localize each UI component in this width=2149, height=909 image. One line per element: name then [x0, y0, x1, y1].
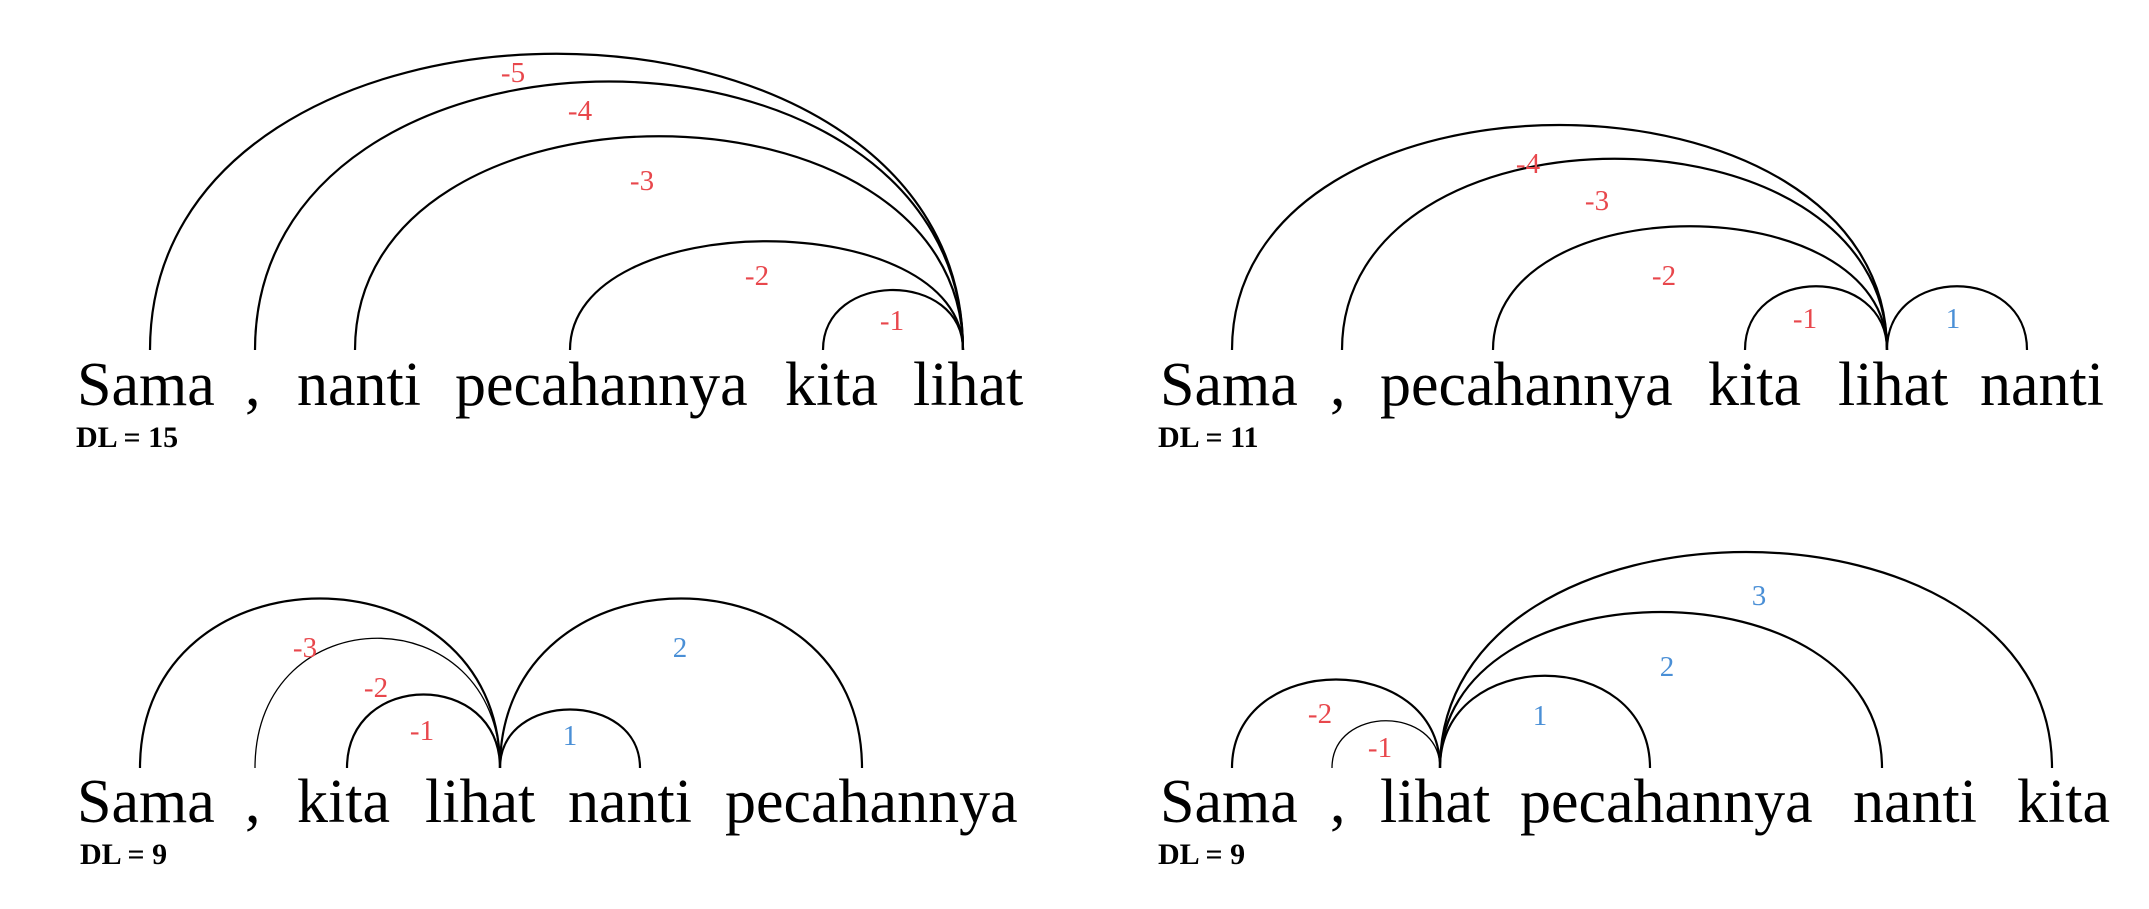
panel-2-arc-2-label: -2	[1652, 260, 1676, 292]
panel-3-arc-1	[254, 637, 501, 769]
panel-1-word-5: lihat	[913, 351, 1023, 419]
panel-4-word-1: ,	[1330, 768, 1346, 836]
panel-4-word-5: kita	[2017, 768, 2110, 836]
panel-4-arc-3-label: 2	[1660, 651, 1675, 683]
panel-4-word-2: lihat	[1380, 768, 1490, 836]
panel-3-arc-2-label: -1	[410, 715, 434, 747]
panel-3-arc-2	[345, 693, 502, 769]
panel-1-arc-1	[253, 80, 965, 351]
panel-2-arc-0-label: -4	[1516, 148, 1541, 180]
panel-3-arc-0	[138, 597, 502, 769]
panel-4-arc-0-label: -2	[1308, 698, 1332, 730]
panel-3-arc-4	[498, 597, 864, 769]
panel-2-dl-value: DL = 11	[1158, 421, 1258, 454]
panel-2-arc-4-label: 1	[1946, 303, 1961, 335]
panel-3-word-2: kita	[297, 768, 390, 836]
panel-1-word-4: kita	[785, 351, 878, 419]
panel-4-word-4: nanti	[1853, 768, 1977, 836]
panel-2-arc-3-label: -1	[1793, 303, 1817, 335]
panel-2-word-5: nanti	[1980, 351, 2104, 419]
panel-4-arc-1-label: -1	[1368, 732, 1392, 764]
panel-1-arc-2	[353, 135, 965, 351]
panel-2-arc-4	[1885, 285, 2029, 351]
panel-1-arc-0-label: -5	[501, 57, 525, 89]
panel-4-arc-4-label: 3	[1752, 580, 1767, 612]
panel-4-word-0: Sama	[1160, 768, 1298, 836]
panel-2-arc-1-label: -3	[1585, 185, 1609, 217]
panel-2-arc-1	[1340, 157, 1889, 351]
panel-1-word-0: Sama	[77, 351, 215, 419]
panel-3-word-3: lihat	[425, 768, 535, 836]
panel-3: Sama , kita lihat nanti pecahannya DL = …	[77, 597, 1018, 871]
panel-1-dl-value: DL = 15	[76, 421, 178, 454]
panel-2-arc-2	[1491, 225, 1889, 351]
panel-1-arc-1-label: -4	[568, 95, 593, 127]
panel-4-arc-1	[1331, 720, 1441, 769]
panel-2-word-1: ,	[1330, 351, 1346, 419]
panel-4-arc-3	[1438, 610, 1884, 769]
panel-1-arc-4	[821, 288, 965, 351]
panel-2-word-4: lihat	[1838, 351, 1948, 419]
panel-1-arc-4-label: -1	[880, 305, 904, 337]
panel-3-arc-0-label: -3	[293, 632, 317, 664]
panel-3-arc-3	[498, 708, 642, 769]
panel-2-arc-3	[1743, 285, 1889, 351]
panel-1-word-3: pecahannya	[455, 351, 748, 419]
panel-2: Sama , pecahannya kita lihat nanti DL = …	[1158, 123, 2104, 454]
panel-1-arc-2-label: -3	[630, 165, 654, 197]
panel-1: Sama , nanti pecahannya kita lihat DL = …	[76, 52, 1023, 454]
panel-4-word-3: pecahannya	[1520, 768, 1813, 836]
panel-3-word-4: nanti	[568, 768, 692, 836]
panel-4-dl-value: DL = 9	[1158, 838, 1245, 871]
panel-2-arc-0	[1230, 123, 1889, 351]
panel-1-arc-0	[148, 52, 965, 351]
panel-3-arc-1-label: -2	[364, 672, 388, 704]
panel-3-word-0: Sama	[77, 768, 215, 836]
panel-1-word-2: nanti	[297, 351, 421, 419]
panel-3-word-5: pecahannya	[725, 768, 1018, 836]
panel-4-arc-2-label: 1	[1533, 700, 1548, 732]
panel-3-dl-value: DL = 9	[80, 838, 167, 871]
panel-1-arc-3	[568, 240, 965, 351]
panel-2-word-0: Sama	[1160, 351, 1298, 419]
panel-2-word-3: kita	[1708, 351, 1801, 419]
panel-3-arc-4-label: 2	[673, 632, 688, 664]
panel-2-word-2: pecahannya	[1380, 351, 1673, 419]
panel-4-arc-4	[1438, 551, 2054, 769]
panel-4: Sama , lihat pecahannya nanti kita DL = …	[1158, 551, 2110, 871]
panel-1-arc-3-label: -2	[745, 260, 769, 292]
panel-4-arc-0	[1230, 678, 1442, 769]
panel-1-word-1: ,	[245, 351, 261, 419]
panel-3-arc-3-label: 1	[563, 720, 578, 752]
panel-4-arc-2	[1438, 674, 1652, 769]
panel-3-word-1: ,	[245, 768, 261, 836]
